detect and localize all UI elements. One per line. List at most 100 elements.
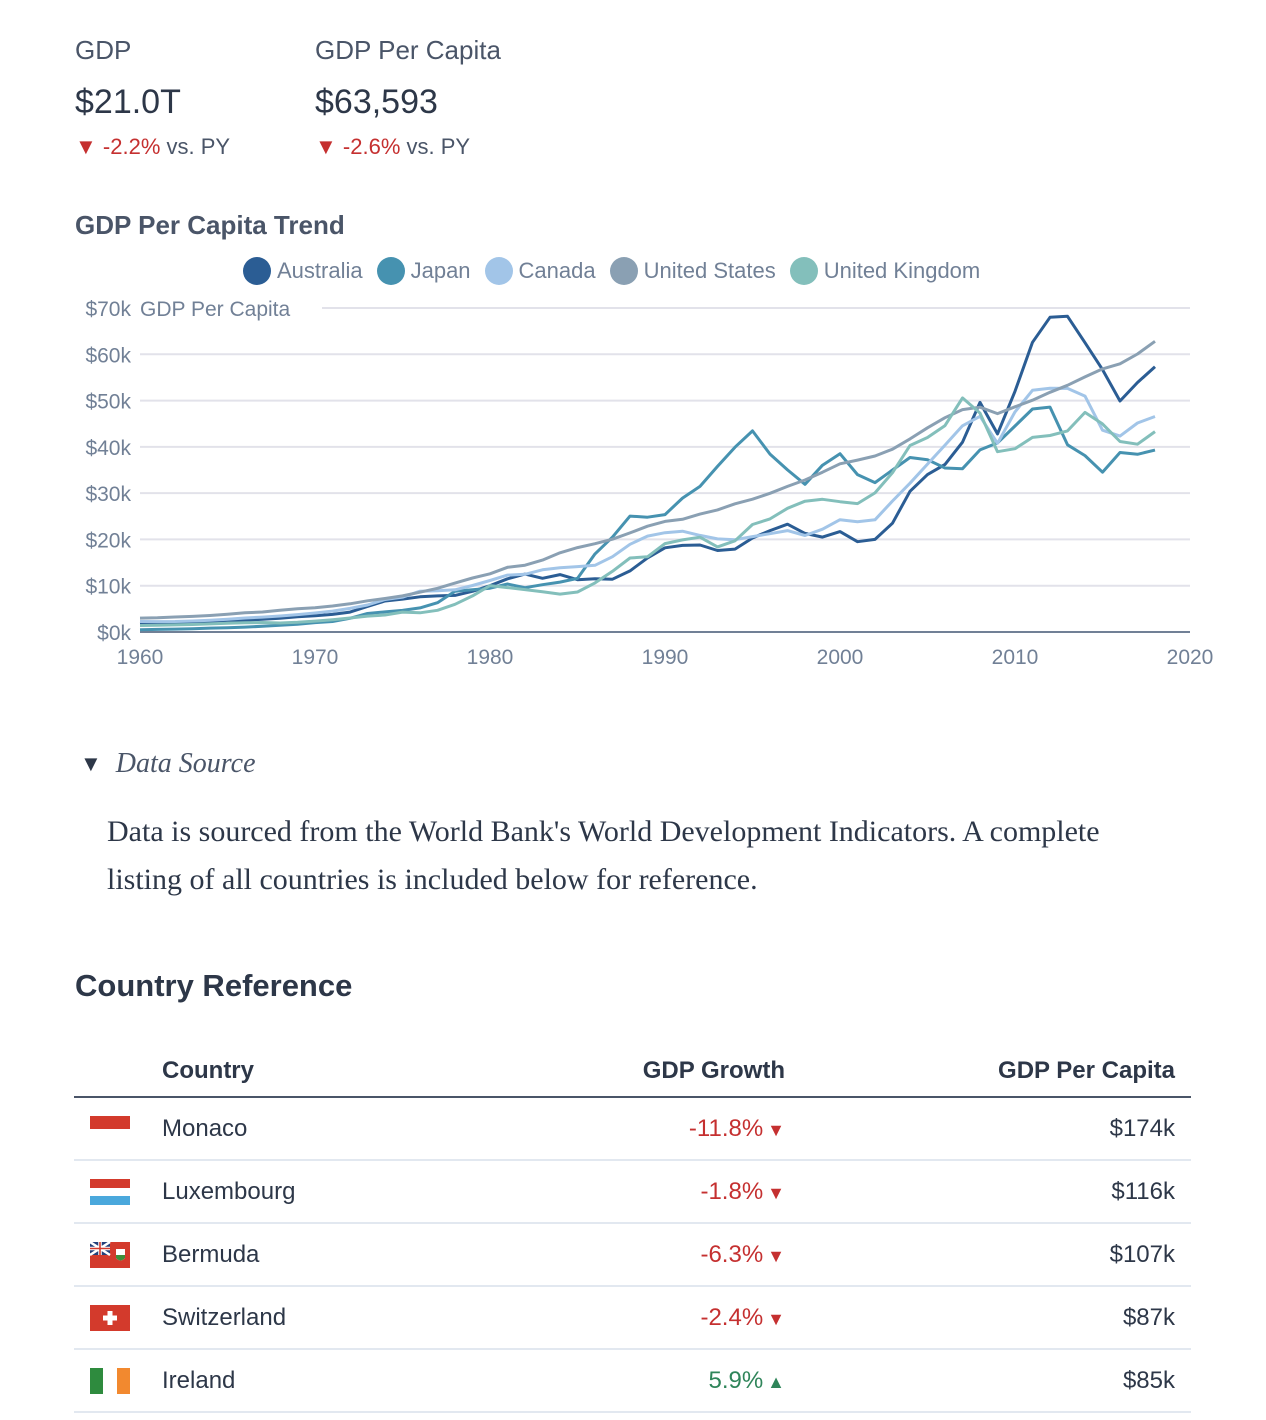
luxembourg-flag-icon (90, 1178, 130, 1205)
y-tick-label: $10k (85, 576, 131, 599)
gdp-growth: -1.8% ▼ (445, 1160, 785, 1224)
flag-cell (74, 1349, 162, 1413)
series-line-australia (139, 314, 1157, 626)
down-arrow-icon: ▼ (75, 134, 97, 159)
kpi-value: $21.0T (75, 83, 181, 121)
country-name: Ireland (162, 1349, 445, 1413)
table-row[interactable]: Luxembourg -1.8% ▼ $116k (74, 1160, 1191, 1224)
y-tick-label: $0k (97, 622, 131, 645)
legend-item[interactable]: Canada (484, 257, 596, 285)
legend-item[interactable]: Australia (243, 257, 363, 285)
y-tick-label: $70k (85, 298, 131, 321)
gdp-growth-value: -2.4% (700, 1303, 764, 1331)
table-header-row: Country GDP Growth GDP Per Capita (74, 1046, 1191, 1098)
down-arrow-icon: ▼ (315, 134, 337, 159)
switzerland-flag-icon (90, 1304, 130, 1331)
y-axis-title: GDP Per Capita (140, 298, 290, 321)
legend-label: Canada (518, 258, 596, 283)
down-arrow-icon: ▼ (767, 1119, 785, 1140)
kpi-delta: ▼ -2.2% vs. PY (75, 132, 315, 162)
chart-legend: Australia Japan Canada United States United … (243, 257, 994, 285)
legend-swatch-icon (243, 257, 271, 285)
flag-cell (74, 1286, 162, 1350)
y-tick-label: $20k (85, 529, 131, 552)
gdp-growth-value: -6.3% (700, 1240, 764, 1268)
country-name: Bermuda (162, 1223, 445, 1287)
series-line-united-kingdom (139, 396, 1156, 627)
ireland-flag-icon (90, 1367, 130, 1394)
country-name: Luxembourg (162, 1160, 445, 1224)
gdp-per-capita: $174k (785, 1097, 1191, 1161)
country-name: Switzerland (162, 1286, 445, 1350)
kpi-title: GDP Per Capita (315, 35, 501, 65)
kpi-delta-value: -2.6% (342, 134, 401, 159)
column-header-flag (74, 1046, 162, 1098)
series-line-japan (139, 405, 1156, 632)
gdp-growth: -11.8% ▼ (445, 1097, 785, 1161)
country-name: Monaco (162, 1097, 445, 1161)
column-header-gdp-growth[interactable]: GDP Growth (445, 1046, 785, 1098)
line-chart: $0k $10k $20k $30k $40k $50k $60k $70k GDP Per C… (85, 298, 1214, 669)
kpi-delta: ▼ -2.6% vs. PY (315, 132, 555, 162)
data-source-details: ▼ Data Source Data is sourced from the W… (80, 748, 1167, 904)
down-arrow-icon: ▼ (767, 1308, 785, 1329)
legend-item[interactable]: United States (609, 257, 776, 285)
kpi-value: $63,593 (315, 83, 438, 121)
series-line-united-states (139, 340, 1156, 620)
table-row[interactable]: Ireland 5.9% ▲ $85k (74, 1349, 1191, 1413)
legend-swatch-icon (484, 257, 513, 285)
country-table: Country GDP Growth GDP Per Capita Monaco… (74, 1046, 1191, 1413)
gdp-per-capita: $87k (785, 1286, 1191, 1350)
x-tick-label: 2020 (1167, 646, 1214, 669)
x-tick-label: 2010 (992, 646, 1039, 669)
x-tick-label: 2000 (817, 646, 864, 669)
y-tick-label: $60k (85, 344, 131, 367)
gdp-growth: -2.4% ▼ (445, 1286, 785, 1350)
data-source-text: Data is sourced from the World Bank's Wo… (107, 815, 1100, 896)
legend-label: United Kingdom (823, 258, 981, 283)
legend-swatch-icon (789, 257, 818, 285)
x-tick-label: 1980 (467, 646, 514, 669)
y-tick-label: $30k (85, 483, 131, 506)
y-tick-label: $40k (85, 437, 131, 460)
kpi-row: GDP $21.0T ▼ -2.2% vs. PY GDP Per Capita… (75, 32, 555, 162)
disclosure-triangle-icon: ▼ (80, 751, 102, 776)
gdp-growth-value: -1.8% (700, 1177, 764, 1205)
legend-item[interactable]: United Kingdom (789, 257, 981, 285)
up-arrow-icon: ▲ (767, 1371, 785, 1392)
gdp-growth-value: 5.9% (708, 1366, 764, 1394)
legend-swatch-icon (376, 257, 405, 285)
flag-cell (74, 1097, 162, 1161)
column-header-country[interactable]: Country (162, 1046, 445, 1098)
legend-swatch-icon (609, 257, 638, 285)
flag-cell (74, 1223, 162, 1287)
gdp-growth: -6.3% ▼ (445, 1223, 785, 1287)
country-reference-title: Country Reference (75, 968, 353, 1003)
gdp-growth: 5.9% ▲ (445, 1349, 785, 1413)
chart-title: GDP Per Capita Trend (75, 210, 345, 240)
gdp-per-capita: $85k (785, 1349, 1191, 1413)
y-tick-label: $50k (85, 391, 131, 414)
kpi-comparison: vs. PY (406, 134, 471, 159)
kpi-comparison: vs. PY (166, 134, 231, 159)
gdp-per-capita: $116k (785, 1160, 1191, 1224)
bermuda-flag-icon (89, 1240, 130, 1268)
gdp-growth-value: -11.8% (688, 1114, 764, 1142)
gdp-per-capita: $107k (785, 1223, 1191, 1287)
kpi-gdp: GDP $21.0T ▼ -2.2% vs. PY (75, 32, 315, 162)
down-arrow-icon: ▼ (767, 1245, 785, 1266)
x-tick-label: 1960 (117, 646, 164, 669)
data-source-toggle[interactable]: ▼ Data Source (80, 748, 1167, 780)
x-tick-label: 1990 (642, 646, 689, 669)
table-row[interactable]: Bermuda -6.3% ▼ $107k (74, 1223, 1191, 1287)
legend-item[interactable]: Japan (376, 257, 471, 285)
kpi-title: GDP (75, 35, 132, 65)
x-tick-label: 1970 (292, 646, 339, 669)
table-row[interactable]: Monaco -11.8% ▼ $174k (74, 1097, 1191, 1161)
legend-label: Australia (277, 258, 363, 283)
column-header-gdp-per-capita[interactable]: GDP Per Capita (785, 1046, 1191, 1098)
table-row[interactable]: Switzerland -2.4% ▼ $87k (74, 1286, 1191, 1350)
kpi-delta-value: -2.2% (102, 134, 161, 159)
down-arrow-icon: ▼ (767, 1182, 785, 1203)
legend-label: Japan (410, 258, 471, 283)
